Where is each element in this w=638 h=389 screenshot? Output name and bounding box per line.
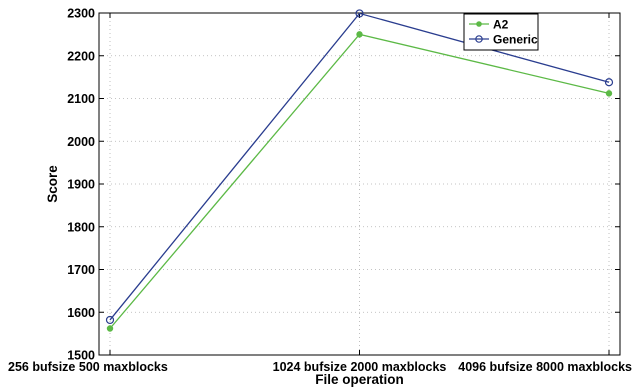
- data-point-a2: [605, 90, 613, 97]
- x-tick-label: 4096 bufsize 8000 maxblocks: [458, 360, 632, 374]
- legend-box: [463, 13, 539, 51]
- y-axis-title: Score: [45, 165, 60, 203]
- data-point-generic: [105, 315, 115, 325]
- legend-label-a2: A2: [493, 17, 509, 31]
- axis-ticks: [99, 12, 620, 356]
- x-tick-label: 256 bufsize 500 maxblocks: [8, 360, 168, 374]
- series-layer: [105, 9, 614, 332]
- legend-marker-a2: [476, 21, 482, 27]
- y-tick-label: 1900: [67, 178, 95, 192]
- x-tick-label: 1024 bufsize 2000 maxblocks: [273, 360, 447, 374]
- y-tick-label: 1800: [67, 220, 95, 234]
- y-tick-label: 2100: [67, 92, 95, 106]
- y-tick-labels: 1500 1600 1700 1800 1900 2000 2100 2200 2300: [67, 7, 95, 363]
- y-tick-label: 1600: [67, 306, 95, 320]
- series-generic: [105, 9, 614, 325]
- x-axis-title: File operation: [315, 372, 404, 387]
- legend-marker-generic: [475, 35, 483, 43]
- data-point-a2: [106, 325, 114, 332]
- legend-item-generic: Generic: [469, 32, 538, 46]
- x-tick-labels: 256 bufsize 500 maxblocks 1024 bufsize 20…: [8, 360, 632, 374]
- y-tick-label: 2300: [67, 7, 95, 21]
- y-tick-label: 2000: [67, 135, 95, 149]
- data-point-a2: [356, 31, 363, 38]
- y-tick-label: 1700: [67, 263, 95, 277]
- series-line-generic: [109, 12, 610, 321]
- data-point-generic: [355, 9, 364, 18]
- data-point-generic: [604, 78, 614, 87]
- y-tick-label: 2200: [67, 49, 95, 63]
- legend-label-generic: Generic: [493, 32, 538, 46]
- grid-lines: [99, 13, 620, 355]
- series-a2: [106, 31, 613, 332]
- y-tick-label: 1500: [67, 349, 95, 363]
- legend-item-a2: A2: [469, 17, 509, 31]
